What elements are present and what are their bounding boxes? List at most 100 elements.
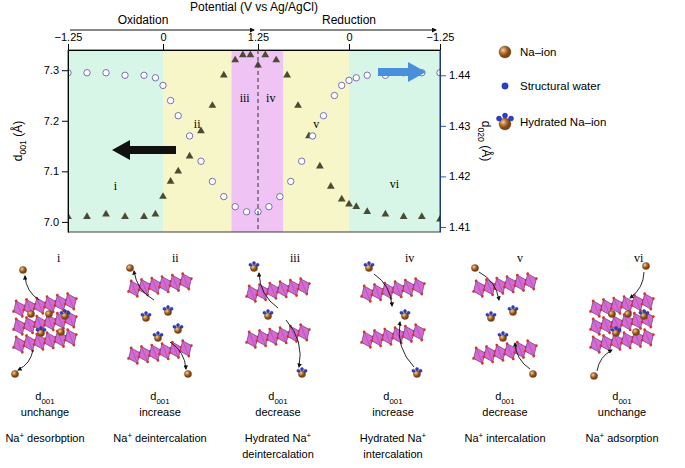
octahedron-edge [131,280,137,296]
oxygen [493,354,496,357]
oxygen [370,339,373,342]
data-point [175,113,181,119]
octahedron [641,293,655,311]
oxygen [485,345,488,348]
oxygen [56,312,59,315]
data-point [283,71,291,78]
oxygen [598,315,601,318]
series [258,70,440,215]
data-point [258,61,262,68]
panel: id001unchangeNa+ desorbption [5,251,84,444]
region [258,50,283,232]
data-point [247,51,255,58]
oxygen [64,321,67,324]
oxygen [75,315,78,318]
octahedron-edge [57,295,63,311]
oxygen [649,343,652,346]
oxygen [608,331,611,334]
oxygen [43,324,46,327]
data-point [261,51,269,58]
tick-label: −1.25 [427,31,455,43]
oxygen [168,351,171,354]
oxygen [12,310,15,313]
motion-arrow [399,322,414,367]
data-point [141,72,147,78]
oxygen [630,304,633,307]
octahedron-edge [301,278,307,294]
x-axis: −1.2501.25 [55,31,270,51]
oxygen [33,307,36,310]
oxygen [266,338,269,341]
oxygen [633,312,636,315]
layer [471,338,540,366]
oxygen [592,317,595,320]
oxygen [289,279,292,282]
oxygen [177,356,180,359]
oxygen [522,356,525,359]
oxygen [482,355,485,358]
oxygen [167,357,170,360]
oxygen [414,323,417,326]
motion-arrow [25,276,39,300]
region [349,50,440,232]
data-point [103,70,109,76]
oxygen [254,300,257,303]
oxygen [535,277,538,280]
data-point [437,70,440,76]
oxygen [472,357,475,360]
axis-indicator [112,140,176,160]
oxygen [299,323,302,326]
oxygen [62,345,65,348]
oxygen [610,325,613,328]
oxygen [276,337,279,340]
oxygen [516,341,519,344]
tick-mark [440,126,446,127]
tick-label: 1.43 [449,120,470,132]
oxygen [31,331,34,334]
oxygen [268,281,271,284]
oxygen [285,341,288,344]
oxygen [491,360,494,363]
data-point [436,215,440,222]
layer [359,276,428,304]
water [304,369,307,372]
water [176,323,179,326]
oxygen [53,304,56,307]
water [63,309,66,312]
oxygen [255,293,258,296]
change-label: unchange [598,406,646,418]
data-point [418,212,426,219]
oxygen [482,288,485,291]
water [371,263,374,266]
d-label: d001 [268,390,288,406]
data-point [339,82,345,88]
tick: −1.25 [55,31,83,50]
tick: 7.1 [44,165,68,177]
caption: Na+ deintercalation [113,431,206,444]
octahedron-edge [26,335,32,351]
octahedron-edge [486,279,492,295]
oxygen [420,292,423,295]
tick-mark [258,44,259,50]
octahedron-edge [131,347,137,363]
oxygen [146,360,149,363]
oxygen [512,357,515,360]
direction-label: Oxidation [118,13,169,27]
oxygen [414,277,417,280]
oxygen [285,295,288,298]
motion-arrow [630,272,644,298]
oxygen [381,292,384,295]
oxygen [373,329,376,332]
panel: iid001increaseNa+ deintercalation [113,251,206,444]
plot-area [68,50,258,232]
water [511,305,514,308]
oxygen [412,288,415,291]
oxygen [643,292,646,295]
water [508,116,513,121]
oxygen [286,289,289,292]
oxygen [404,279,407,282]
oxygen [598,351,601,354]
data-point [272,56,280,63]
water [43,328,46,331]
oxygen [248,330,251,333]
